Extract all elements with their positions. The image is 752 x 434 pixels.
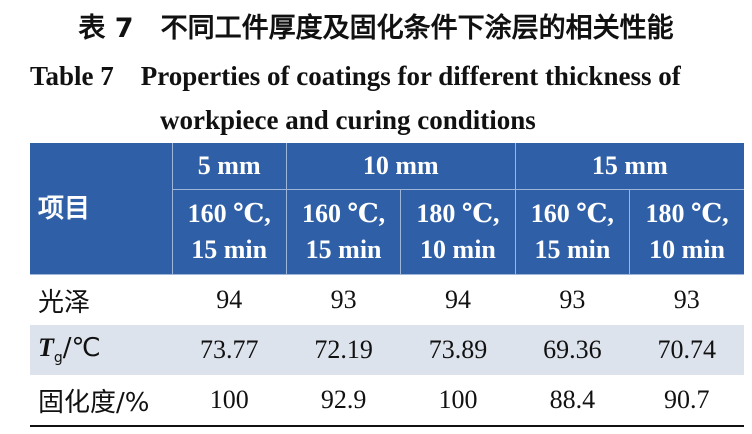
condition-line: 180 ℃, <box>645 199 729 228</box>
label-unit: /℃ <box>62 333 101 364</box>
title-en: Table 7 Properties of coatings for diffe… <box>30 61 681 135</box>
data-row: 光泽 94 93 94 93 93 <box>30 275 744 326</box>
corner-cell: 项目 <box>30 143 172 275</box>
row-label: 固化度/% <box>30 375 172 427</box>
value-cell: 90.7 <box>629 375 744 427</box>
value-cell: 73.89 <box>400 325 516 375</box>
condition-line: 10 min <box>649 235 725 264</box>
condition-line: 15 min <box>305 235 382 264</box>
condition-header: 180 ℃, 10 min <box>400 189 516 275</box>
value-cell: 93 <box>673 285 700 314</box>
condition-header: 160 ℃, 15 min <box>171 189 287 275</box>
condition-line: 160 ℃, <box>530 199 614 228</box>
group-header: 10 mm <box>285 143 516 190</box>
condition-line: 160 ℃, <box>302 199 386 228</box>
condition-header: 160 ℃, 15 min <box>285 189 401 275</box>
condition-line: 160 ℃, <box>187 199 271 228</box>
value-cell: 100 <box>172 375 287 427</box>
table-body: 光泽 94 93 94 93 93 Tg/℃ 73.77 72.19 73.89 69.36 70.7… <box>30 275 744 427</box>
data-row: Tg/℃ 73.77 72.19 73.89 69.36 70.74 <box>30 325 744 375</box>
condition-line: 15 min <box>191 235 268 264</box>
condition-line: 180 ℃, <box>416 199 500 228</box>
table: 项目 5 mm 10 mm 15 mm 160 ℃, 15 min 160 ℃, 15 min… <box>30 143 744 427</box>
label-subscript: g <box>53 350 63 367</box>
condition-header: 160 ℃, 15 min <box>514 189 630 275</box>
value-cell: 92.9 <box>286 375 401 427</box>
label-symbol: T <box>38 333 54 363</box>
row-label: Tg/℃ <box>30 325 172 375</box>
value-cell: 93 <box>330 285 357 314</box>
value-cell: 94 <box>216 285 243 314</box>
value-cell: 94 <box>444 285 471 314</box>
row-label: 光泽 <box>30 275 172 326</box>
value-cell: 88.4 <box>515 375 630 427</box>
table-head: 项目 5 mm 10 mm 15 mm 160 ℃, 15 min 160 ℃, 15 min… <box>30 143 744 275</box>
value-cell: 93 <box>559 285 586 314</box>
group-header: 15 mm <box>514 143 744 190</box>
value-cell: 100 <box>400 375 516 427</box>
header-row: 项目 5 mm 10 mm 15 mm <box>30 143 744 275</box>
value-cell: 70.74 <box>629 325 744 375</box>
title-cn: 表 7 不同工件厚度及固化条件下涂层的相关性能 <box>78 13 674 44</box>
value-cell: 72.19 <box>286 325 401 375</box>
condition-line: 10 min <box>420 235 496 264</box>
condition-header: 180 ℃, 10 min <box>629 189 744 275</box>
value-cell: 73.77 <box>172 325 287 375</box>
group-header: 5 mm <box>171 143 287 190</box>
data-row: 固化度/% 100 92.9 100 88.4 90.7 <box>30 375 744 427</box>
value-cell: 69.36 <box>515 325 630 375</box>
header-row: 160 ℃, 15 min 160 ℃, 15 min 180 ℃, 10 min 160 … <box>30 189 744 275</box>
label-text: 光泽 <box>38 287 91 318</box>
label-text: 固化度/% <box>38 387 150 418</box>
condition-line: 15 min <box>534 235 611 264</box>
